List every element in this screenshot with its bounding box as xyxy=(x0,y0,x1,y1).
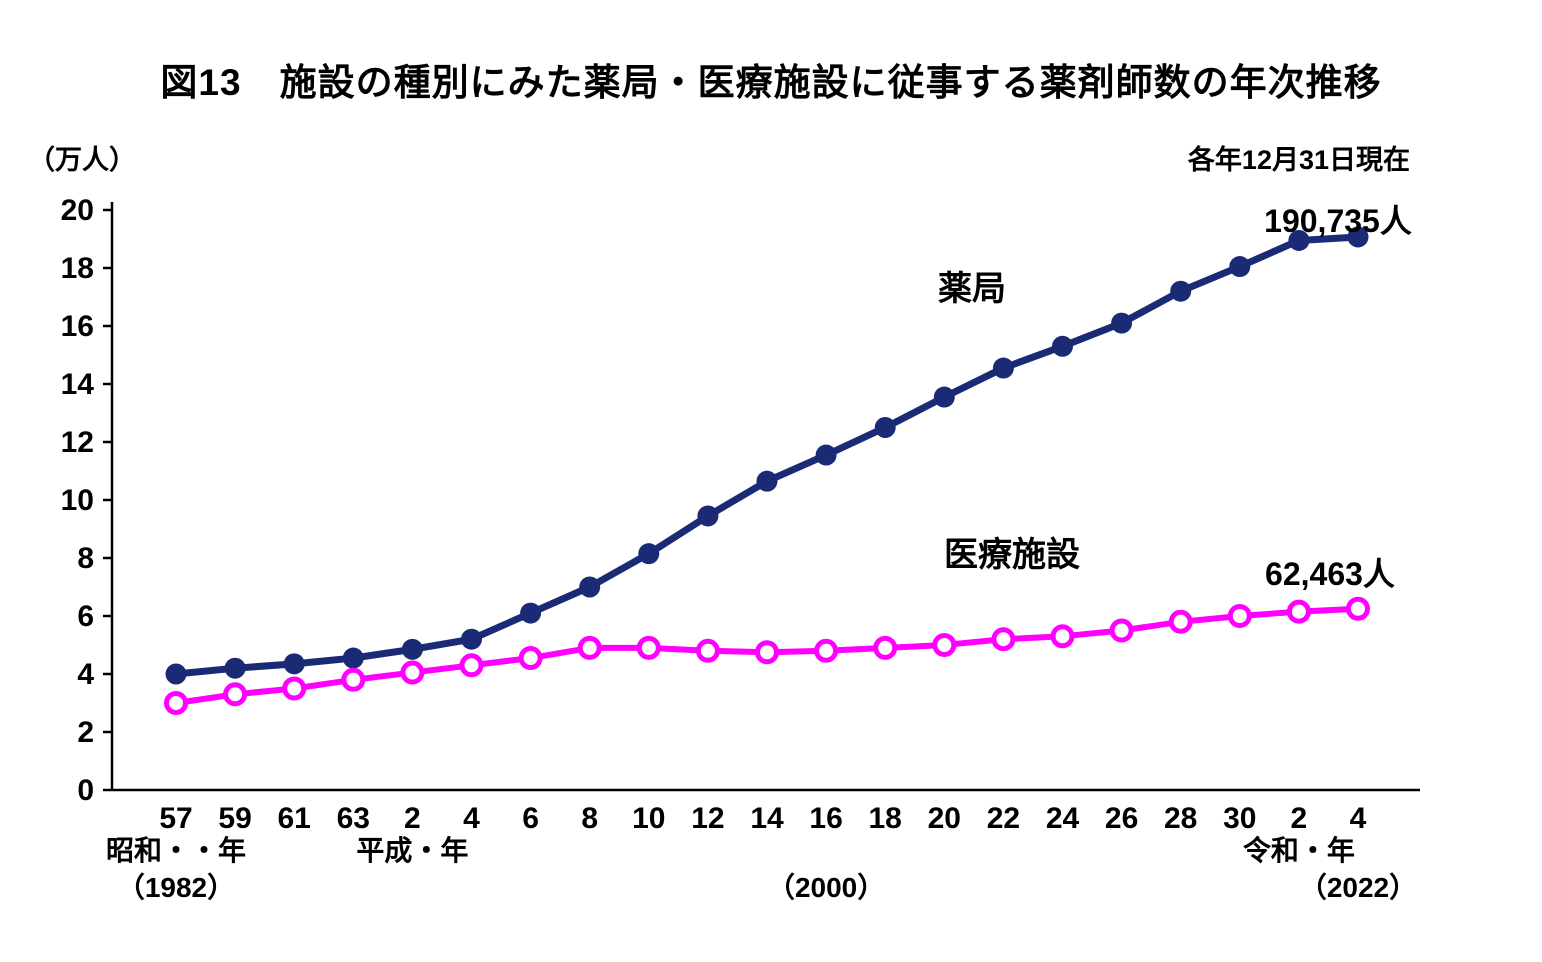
y-tick-label: 6 xyxy=(77,600,94,633)
x-tick-label: 10 xyxy=(632,802,665,835)
end-value-label-pharmacy: 190,735人 xyxy=(1264,203,1412,239)
y-axis-unit-label: （万人） xyxy=(28,145,136,175)
data-point-medical-facility xyxy=(1050,624,1075,649)
x-tick-label: 20 xyxy=(928,802,961,835)
date-note: 各年12月31日現在 xyxy=(1187,145,1410,175)
era-label: （2000） xyxy=(767,871,885,903)
data-point-pharmacy xyxy=(1229,256,1251,278)
data-point-pharmacy xyxy=(165,663,187,685)
series-line-pharmacy xyxy=(172,233,1362,678)
y-tick-label: 12 xyxy=(61,426,94,459)
data-point-pharmacy xyxy=(933,386,955,408)
data-point-medical-facility xyxy=(695,638,720,663)
y-tick-label: 0 xyxy=(77,774,94,807)
data-point-medical-facility xyxy=(459,653,484,678)
y-tick-label: 14 xyxy=(61,368,95,401)
data-point-pharmacy xyxy=(1052,335,1073,357)
y-tick-label: 20 xyxy=(61,194,94,227)
x-tick-label: 61 xyxy=(278,802,311,835)
data-point-pharmacy xyxy=(815,444,837,466)
data-point-medical-facility xyxy=(755,640,779,665)
x-tick-label: 4 xyxy=(1350,802,1367,835)
data-point-pharmacy xyxy=(342,647,364,669)
era-label: 昭和・・年 xyxy=(106,834,246,866)
x-tick-label: 26 xyxy=(1105,802,1138,835)
x-tick-label: 30 xyxy=(1223,802,1256,835)
series-label-medical-facility: 医療施設 xyxy=(944,536,1080,574)
data-point-medical-facility xyxy=(400,660,425,685)
data-point-pharmacy xyxy=(638,543,660,565)
series-label-pharmacy: 薬局 xyxy=(938,270,1006,308)
x-tick-label: 2 xyxy=(404,802,421,835)
data-point-pharmacy xyxy=(756,470,778,492)
y-tick-label: 8 xyxy=(77,542,94,575)
data-point-medical-facility xyxy=(518,646,543,671)
x-tick-label: 6 xyxy=(522,802,539,835)
data-point-pharmacy xyxy=(401,638,423,660)
data-point-pharmacy xyxy=(1170,280,1192,302)
x-tick-label: 2 xyxy=(1291,802,1308,835)
x-tick-label: 63 xyxy=(337,802,370,835)
x-tick-label: 16 xyxy=(809,802,842,835)
x-tick-label: 18 xyxy=(869,802,902,835)
data-point-pharmacy xyxy=(283,653,305,675)
data-point-medical-facility xyxy=(1346,596,1370,621)
x-tick-label: 59 xyxy=(218,802,251,835)
y-tick-label: 2 xyxy=(77,716,94,749)
era-label: （1982） xyxy=(117,871,235,903)
data-point-pharmacy xyxy=(1288,229,1310,251)
x-tick-label: 14 xyxy=(750,802,784,835)
x-tick-label: 4 xyxy=(463,802,480,835)
data-point-medical-facility xyxy=(164,691,188,715)
data-point-medical-facility xyxy=(814,638,839,663)
chart-title: 図13 施設の種別にみた薬局・医療施設に従事する薬剤師数の年次推移 xyxy=(160,62,1382,103)
data-point-pharmacy xyxy=(461,628,482,650)
data-point-medical-facility xyxy=(1109,618,1134,643)
y-tick-label: 18 xyxy=(61,252,94,285)
x-tick-label: 28 xyxy=(1164,802,1197,835)
data-point-pharmacy xyxy=(579,576,601,598)
y-tick-label: 10 xyxy=(61,484,94,517)
data-point-medical-facility xyxy=(282,676,307,701)
x-tick-label: 12 xyxy=(691,802,724,835)
data-point-pharmacy xyxy=(224,657,246,679)
data-point-medical-facility xyxy=(873,635,898,660)
data-point-pharmacy xyxy=(1347,226,1369,248)
data-point-pharmacy xyxy=(520,602,542,624)
end-value-label-medical-facility: 62,463人 xyxy=(1265,556,1395,592)
x-tick-label: 8 xyxy=(581,802,598,835)
data-point-medical-facility xyxy=(932,633,957,657)
data-point-pharmacy xyxy=(1111,312,1133,334)
era-label: （2022） xyxy=(1299,871,1417,903)
data-point-medical-facility xyxy=(1168,609,1193,634)
data-point-medical-facility xyxy=(341,667,366,692)
data-point-pharmacy xyxy=(992,357,1014,379)
data-point-pharmacy xyxy=(697,505,719,527)
data-point-medical-facility xyxy=(1227,604,1252,628)
data-point-medical-facility xyxy=(1286,599,1311,624)
data-point-pharmacy xyxy=(874,417,896,438)
data-point-medical-facility xyxy=(223,682,248,707)
y-tick-label: 4 xyxy=(77,658,94,691)
data-point-medical-facility xyxy=(636,635,661,660)
y-tick-label: 16 xyxy=(61,310,94,343)
data-point-medical-facility xyxy=(577,635,602,660)
data-point-medical-facility xyxy=(991,627,1016,652)
era-label: 令和・年 xyxy=(1243,834,1355,866)
x-tick-label: 22 xyxy=(987,802,1020,835)
era-label: 平成・年 xyxy=(356,834,468,866)
x-tick-label: 57 xyxy=(159,802,192,835)
x-tick-label: 24 xyxy=(1046,802,1080,835)
